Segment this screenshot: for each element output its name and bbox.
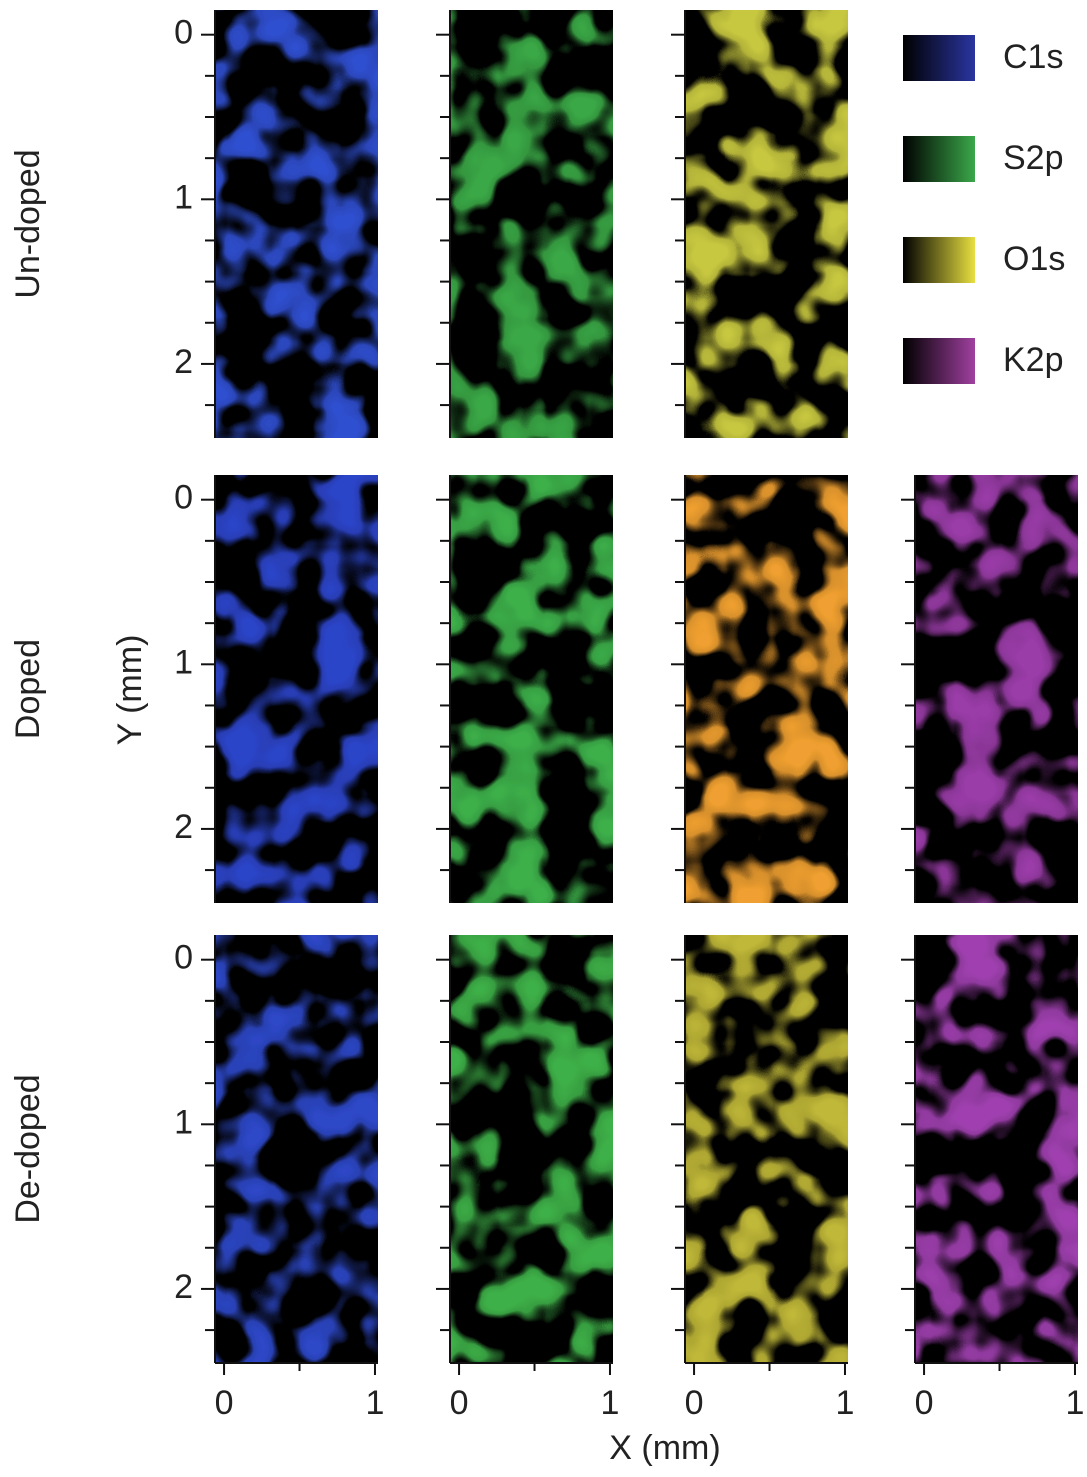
y-tick-label: 1	[174, 1103, 193, 1141]
y-tick-label: 2	[174, 1268, 193, 1306]
x-tick-label: 1	[1066, 1384, 1085, 1422]
x-tick-label: 1	[836, 1384, 855, 1422]
row-label: Un-doped	[9, 149, 47, 298]
y-tick-label: 1	[174, 178, 193, 216]
element-map	[685, 10, 848, 438]
x-tick-label: 1	[366, 1384, 385, 1422]
y-tick-label: 0	[174, 14, 193, 52]
x-tick-label: 0	[215, 1384, 234, 1422]
legend-swatch	[903, 237, 975, 283]
x-tick-label: 0	[915, 1384, 934, 1422]
element-map	[915, 475, 1078, 903]
element-map	[915, 935, 1078, 1363]
legend-label: K2p	[1003, 341, 1064, 379]
element-map	[450, 935, 613, 1363]
y-tick-label: 2	[174, 343, 193, 381]
legend-label: S2p	[1003, 139, 1064, 177]
element-map	[215, 475, 378, 903]
legend-swatch	[903, 136, 975, 182]
x-axis-label: X (mm)	[609, 1429, 720, 1467]
element-map	[685, 475, 848, 903]
y-tick-label: 2	[174, 808, 193, 846]
row-label: Doped	[9, 639, 47, 739]
figure: X (mm) Y (mm) Un-doped 0 1 2 Doped 0 1 2 De-dope…	[0, 0, 1087, 1477]
row-label: De-doped	[9, 1074, 47, 1223]
legend-swatch	[903, 35, 975, 81]
x-tick-label: 0	[685, 1384, 704, 1422]
y-tick-label: 0	[174, 479, 193, 517]
y-tick-label: 0	[174, 939, 193, 977]
x-tick-label: 0	[450, 1384, 469, 1422]
element-map	[450, 10, 613, 438]
element-map	[215, 10, 378, 438]
legend-label: C1s	[1003, 38, 1063, 76]
element-map	[215, 935, 378, 1363]
x-tick-label: 1	[601, 1384, 620, 1422]
y-tick-label: 1	[174, 643, 193, 681]
legend-swatch	[903, 338, 975, 384]
element-map	[685, 935, 848, 1363]
element-map	[450, 475, 613, 903]
legend-label: O1s	[1003, 240, 1065, 278]
y-axis-label: Y (mm)	[111, 635, 149, 746]
